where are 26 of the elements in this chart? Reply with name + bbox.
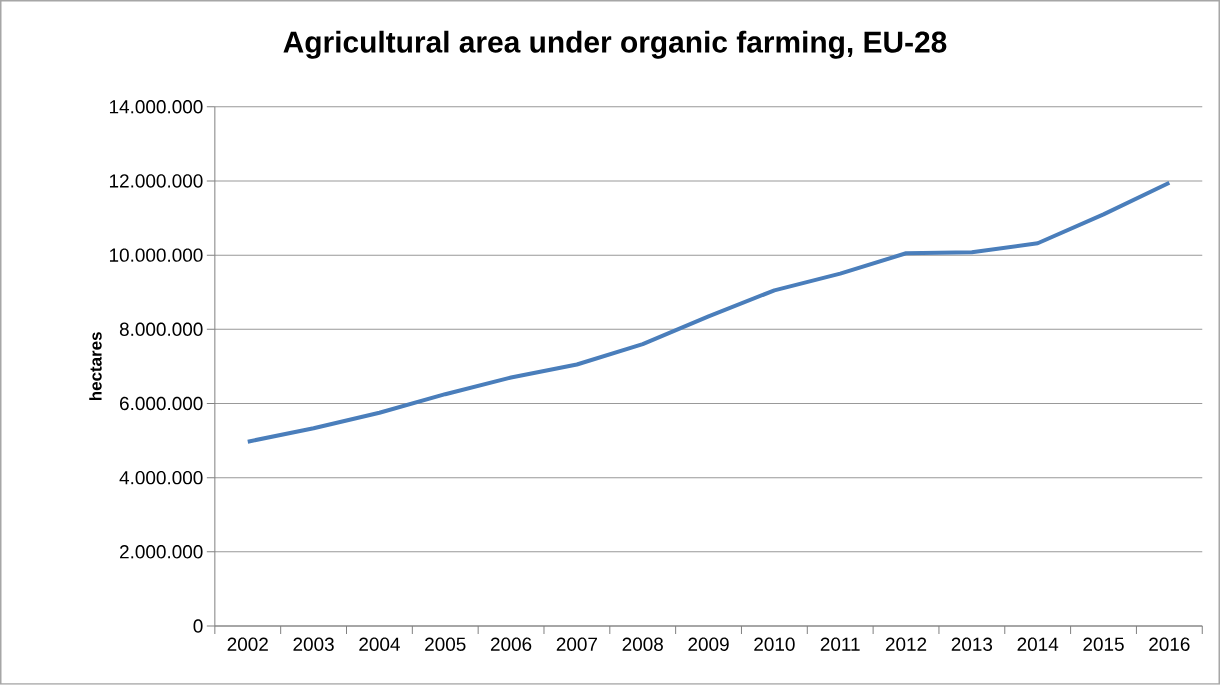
x-tick-label: 2010: [754, 637, 795, 652]
line-series: [245, 180, 1172, 444]
y-tick-label: 4.000.000: [119, 471, 203, 485]
x-tick-label: 2002: [227, 637, 268, 652]
x-tick-label: 2016: [1149, 637, 1190, 652]
x-tick-label: 2003: [293, 637, 334, 652]
x-tick-label: 2015: [1083, 637, 1124, 652]
x-tick-label: 2005: [425, 637, 466, 652]
y-tick-label: 14.000.000: [109, 100, 203, 114]
x-tick-label: 2011: [820, 637, 860, 652]
x-tick-label: 2012: [885, 637, 927, 652]
x-tick-label: 2013: [951, 637, 993, 652]
y-tick-label: 6.000.000: [120, 396, 203, 411]
x-tick-label: 2009: [688, 637, 729, 652]
x-tick-label: 2008: [622, 637, 663, 652]
x-tick-label: 2014: [1017, 637, 1059, 652]
x-tick-label: 2007: [556, 637, 597, 652]
y-tick-label: 12.000.000: [109, 174, 203, 188]
chart-title: Agricultural area under organic farming, EU-28: [283, 30, 947, 59]
y-tick-label: 2.000.000: [120, 545, 203, 559]
y-tick-label: 0: [193, 619, 203, 633]
x-tick-label: 2006: [490, 637, 532, 652]
x-tick-label: 2004: [359, 637, 400, 652]
y-tick-label: 10.000.000: [109, 248, 203, 262]
y-axis-title: hectares: [89, 332, 102, 401]
y-tick-label: 8.000.000: [119, 322, 203, 337]
